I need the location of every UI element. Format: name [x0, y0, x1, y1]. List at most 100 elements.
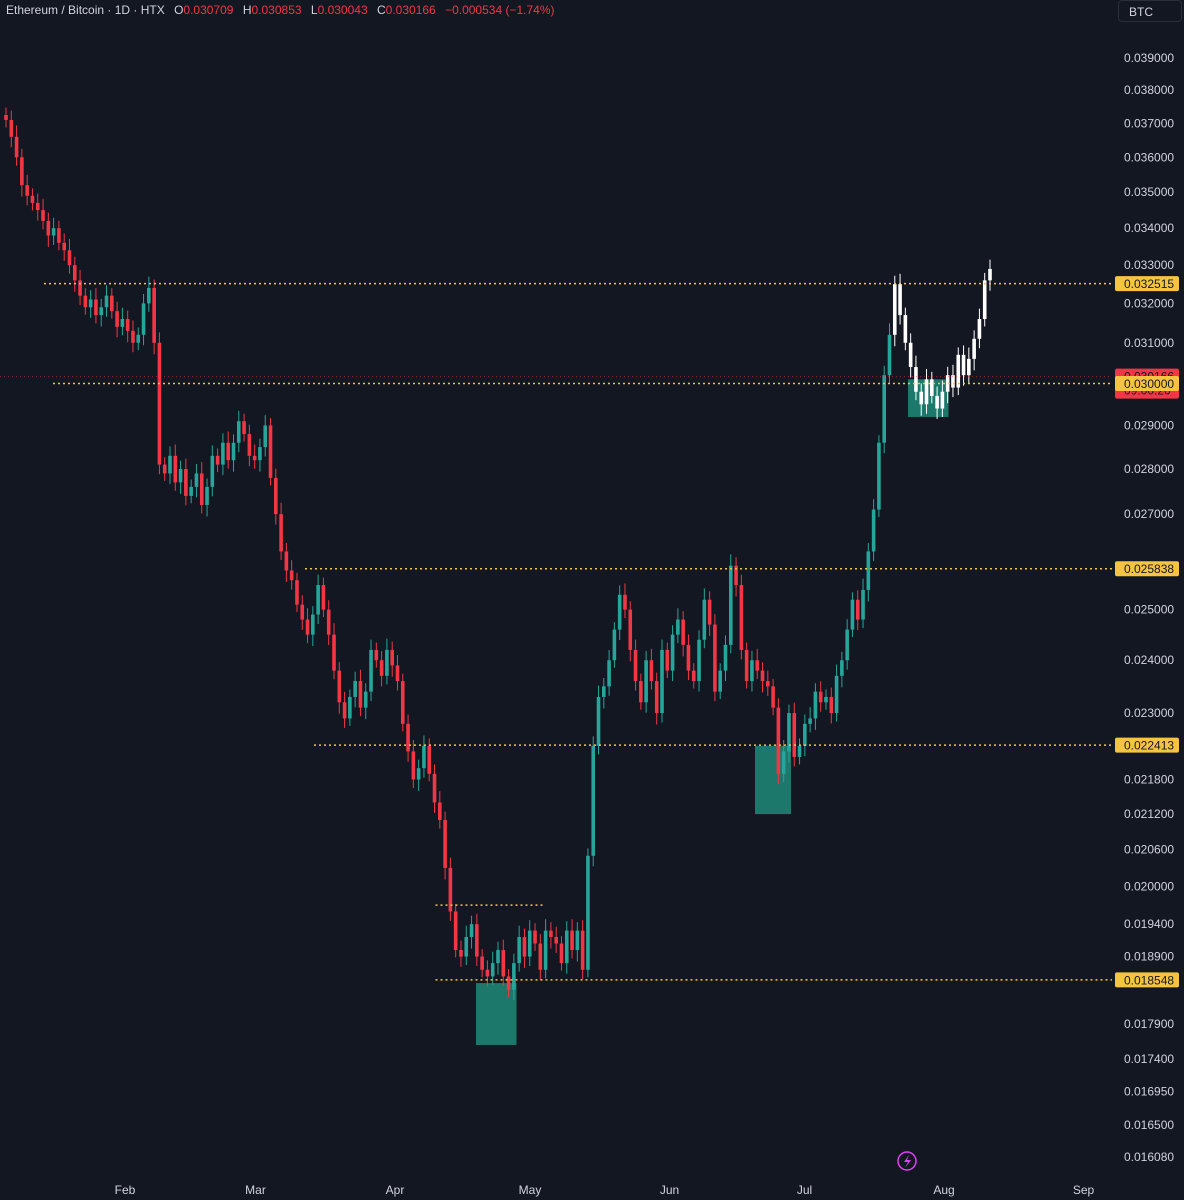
candle-body — [205, 486, 209, 505]
candle-body — [602, 686, 606, 697]
candle-body — [697, 639, 701, 682]
y-axis-tick-label: 0.017400 — [1124, 1052, 1174, 1066]
high-label: H — [242, 3, 252, 17]
open-value: 0.030709 — [183, 3, 234, 17]
candle-body — [723, 644, 728, 671]
candle-body — [755, 660, 760, 671]
y-axis-tick-label: 0.033000 — [1124, 258, 1174, 272]
candle-body — [485, 969, 490, 977]
candle-body — [4, 115, 8, 120]
candle-body — [300, 604, 305, 620]
candle-body — [210, 455, 215, 487]
price-tag-label: 0.018548 — [1124, 973, 1174, 987]
candle-body — [691, 670, 696, 682]
close-label: C — [376, 3, 386, 17]
candle-body — [797, 745, 802, 757]
candle-body — [332, 634, 336, 671]
price-tag — [1115, 276, 1179, 292]
candle-body — [189, 486, 193, 496]
candle-body — [25, 185, 29, 196]
candle-body — [760, 670, 765, 682]
y-axis-tick-label: 0.021800 — [1124, 772, 1174, 786]
candle-body — [35, 202, 40, 211]
candle-body — [924, 379, 929, 405]
candle-body — [813, 691, 818, 719]
candle-body — [818, 691, 823, 703]
candle-body — [628, 609, 633, 650]
candle-body — [295, 580, 299, 605]
candle-body — [316, 585, 320, 615]
y-axis-tick-label: 0.020000 — [1124, 879, 1174, 893]
candle-body — [877, 442, 881, 510]
candle-body — [792, 713, 797, 757]
lightning-bolt-icon — [904, 1155, 911, 1168]
candle-body — [432, 773, 437, 803]
candle-body — [670, 634, 675, 671]
candle-body — [787, 713, 791, 752]
candle-body — [173, 455, 178, 483]
candle-body — [871, 509, 876, 552]
candle-body — [951, 375, 955, 388]
candle-body — [501, 950, 506, 977]
candle-body — [236, 421, 241, 443]
candle-body — [395, 665, 400, 682]
candle-body — [30, 195, 35, 203]
candle-body — [766, 681, 770, 687]
y-axis-tick-label: 0.025000 — [1124, 603, 1174, 617]
candle-body — [406, 723, 410, 752]
candle-body — [385, 649, 389, 676]
candle-body — [559, 943, 564, 964]
candle-body — [728, 565, 733, 645]
price-tag-label: 0.022413 — [1124, 739, 1174, 753]
candle-body — [866, 551, 871, 590]
candle-body — [930, 379, 934, 396]
candle-body — [681, 619, 685, 645]
candle-body — [51, 228, 56, 236]
y-axis-tick-label: 0.035000 — [1124, 185, 1174, 199]
candle-body — [972, 338, 976, 359]
candle-body — [231, 442, 236, 461]
candle-body — [744, 649, 749, 682]
candle-body — [199, 473, 204, 505]
candle-body — [321, 585, 326, 610]
y-axis-tick-label: 0.039000 — [1124, 51, 1174, 65]
y-axis-tick-label: 0.016950 — [1124, 1085, 1174, 1099]
candle-body — [115, 311, 119, 327]
candle-body — [46, 220, 51, 236]
candle-body — [919, 391, 924, 405]
candle-body — [564, 930, 569, 964]
candle-body — [824, 696, 828, 703]
candle-body — [538, 943, 543, 970]
x-axis-month-label: Aug — [933, 1183, 954, 1197]
candle-body — [263, 425, 268, 448]
candle-body — [379, 660, 384, 676]
candle-body — [57, 228, 61, 243]
candle-body — [649, 660, 654, 682]
candle-body — [549, 930, 553, 938]
candle-body — [305, 619, 310, 635]
candle-body — [908, 342, 913, 368]
candle-body — [861, 589, 865, 620]
currency-button[interactable]: BTC — [1118, 0, 1182, 22]
candle-body — [840, 660, 844, 676]
candle-body — [279, 514, 283, 552]
change-value: −0.000534 (−1.74%) — [445, 3, 555, 17]
candle-body — [686, 644, 691, 671]
candle-body — [427, 745, 432, 774]
candle-body — [274, 477, 278, 515]
candle-body — [215, 455, 220, 465]
candle-body — [326, 609, 331, 635]
candle-body — [289, 570, 294, 581]
candle-body — [945, 375, 950, 392]
candle-body — [464, 937, 469, 957]
y-axis-tick-label: 0.018900 — [1124, 950, 1174, 964]
candle-body — [358, 681, 363, 708]
symbol-title: Ethereum / Bitcoin · 1D · HTX — [6, 3, 165, 17]
candle-body — [443, 819, 447, 868]
candle-body — [977, 318, 982, 339]
candle-body — [776, 707, 781, 774]
candle-body — [157, 342, 162, 465]
x-axis-month-label: Apr — [386, 1183, 405, 1197]
